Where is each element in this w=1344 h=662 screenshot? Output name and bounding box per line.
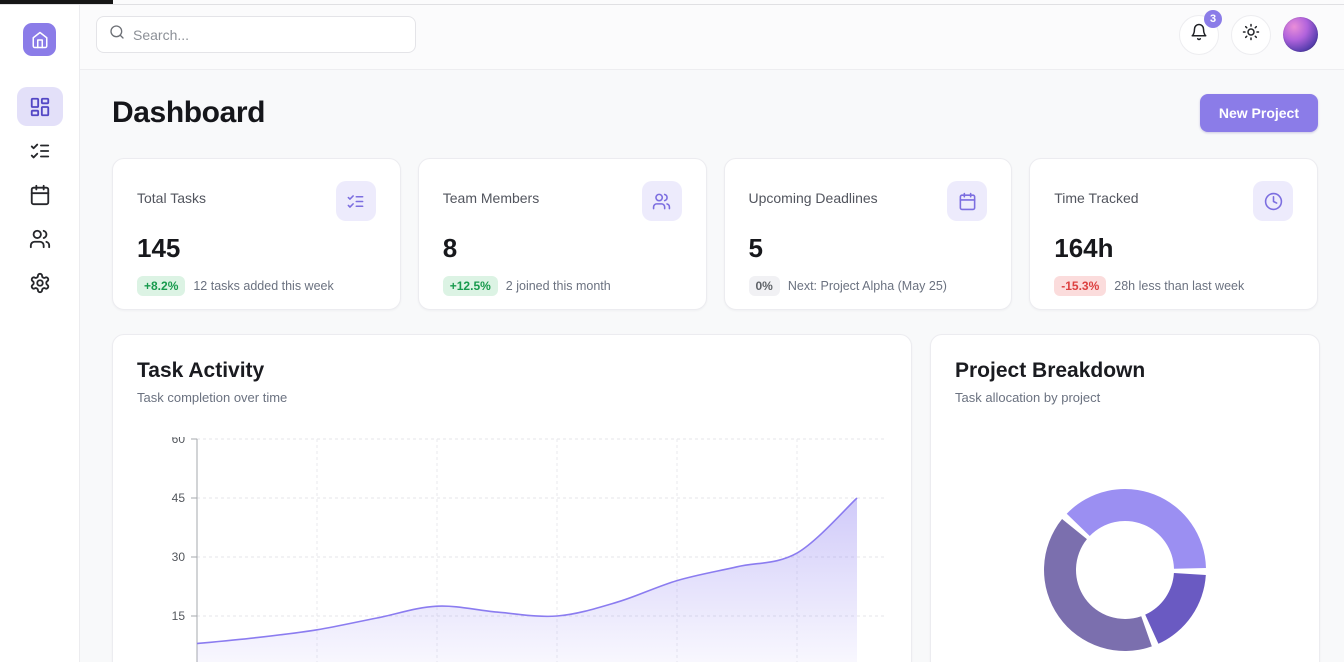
stat-value: 5 [748, 233, 763, 263]
svg-text:15: 15 [172, 609, 186, 623]
svg-text:30: 30 [172, 550, 186, 564]
charts-row: Task Activity Task completion over time … [112, 334, 1320, 662]
search-input[interactable] [133, 26, 403, 43]
calendar-icon [947, 181, 988, 221]
home-icon [31, 31, 49, 49]
new-project-button[interactable]: New Project [1199, 94, 1318, 132]
topbar-actions: 3 [1179, 9, 1318, 55]
task-activity-title: Task Activity [137, 359, 265, 382]
notification-count-badge: 3 [1204, 9, 1222, 28]
stat-label: Time Tracked [1054, 190, 1139, 206]
team-users-icon [29, 228, 51, 250]
stat-value: 8 [442, 233, 458, 263]
task-activity-card: Task Activity Task completion over time … [112, 334, 912, 662]
stat-trend-badge: +8.2% [137, 276, 186, 296]
topbar: 3 [80, 0, 1344, 70]
stat-card-upcoming-deadlines: Upcoming Deadlines 5 0% Next: Project Al… [723, 158, 1013, 310]
sidebar-item-tasks[interactable] [17, 131, 63, 170]
tasks-checklist-icon [335, 181, 376, 221]
search-icon [109, 24, 125, 45]
page-header: Dashboard New Project [112, 94, 1318, 132]
stat-caption: 2 joined this month [505, 279, 611, 293]
clock-icon [1253, 181, 1293, 221]
theme-toggle-button[interactable] [1231, 14, 1271, 55]
stat-caption: 12 tasks added this week [193, 279, 334, 293]
stat-card-team-members: Team Members 8 +12.5% 2 joined this mont… [417, 158, 707, 310]
stat-card-time-tracked: Time Tracked 164h -15.3% 28h less than l… [1029, 158, 1318, 310]
stat-card-total-tasks: Total Tasks 145 +8.2% 12 tasks added thi… [112, 158, 401, 310]
project-breakdown-card: Project Breakdown Task allocation by pro… [930, 334, 1320, 662]
svg-text:45: 45 [172, 491, 186, 505]
project-breakdown-title: Project Breakdown [955, 359, 1146, 382]
window-top-edge [0, 0, 113, 4]
window-top-hairline [0, 4, 1344, 5]
svg-text:60: 60 [172, 437, 186, 446]
task-activity-subtitle: Task completion over time [137, 390, 288, 405]
stat-label: Team Members [442, 190, 540, 206]
app-logo[interactable] [23, 23, 56, 56]
sidebar-item-dashboard[interactable] [16, 87, 63, 126]
task-activity-area-chart: 15 30 45 60 [172, 432, 887, 662]
sidebar-item-settings[interactable] [17, 263, 63, 302]
sidebar-item-calendar[interactable] [17, 175, 63, 214]
dashboard-grid-icon [29, 96, 51, 118]
team-users-icon [641, 181, 682, 221]
calendar-icon [29, 184, 51, 206]
stat-trend-badge: -15.3% [1054, 276, 1107, 296]
sidebar-item-team[interactable] [17, 219, 63, 258]
stat-caption: 28h less than last week [1114, 279, 1245, 293]
settings-gear-icon [29, 272, 51, 294]
bell-icon [1190, 23, 1208, 46]
stat-trend-badge: 0% [748, 276, 780, 296]
stat-value: 164h [1054, 233, 1114, 263]
user-avatar[interactable] [1283, 17, 1318, 52]
project-breakdown-donut-chart [1044, 488, 1206, 651]
sidebar [0, 0, 80, 662]
stat-label: Total Tasks [137, 190, 206, 206]
search-box[interactable] [96, 16, 416, 53]
notifications-button[interactable]: 3 [1179, 9, 1222, 55]
stat-label: Upcoming Deadlines [748, 190, 878, 206]
project-breakdown-subtitle: Task allocation by project [955, 390, 1101, 405]
page-title: Dashboard [112, 96, 266, 129]
main-content: Dashboard New Project Total Tasks 145 +8… [80, 70, 1344, 662]
stats-grid: Total Tasks 145 +8.2% 12 tasks added thi… [112, 158, 1318, 310]
tasks-checklist-icon [29, 140, 51, 162]
stat-trend-badge: +12.5% [442, 276, 498, 296]
stat-caption: Next: Project Alpha (May 25) [787, 279, 947, 293]
sidebar-nav [16, 87, 63, 302]
stat-value: 145 [137, 233, 181, 263]
sun-icon [1242, 23, 1260, 46]
